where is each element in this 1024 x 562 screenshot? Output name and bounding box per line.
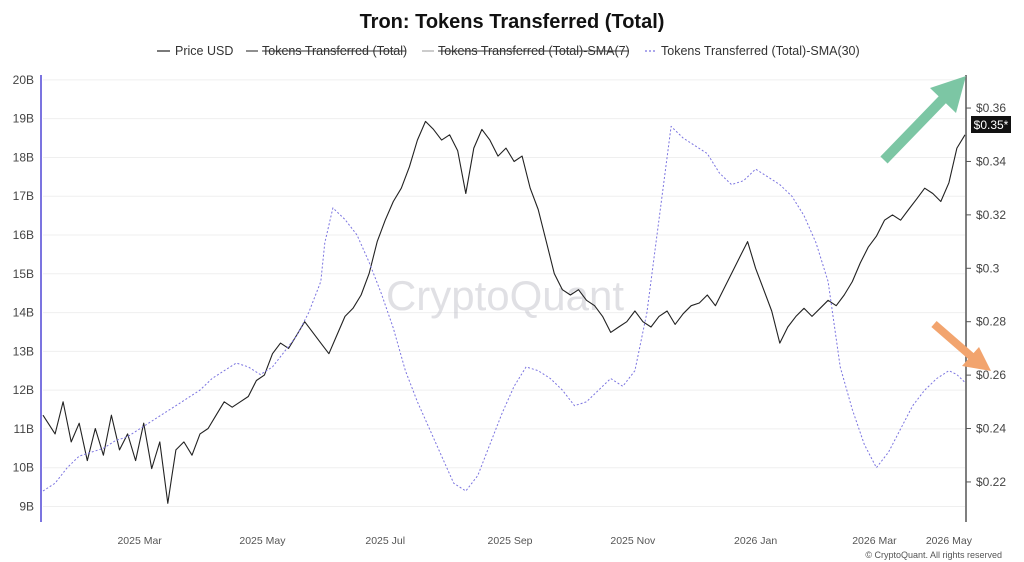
x-axis: 2025 Mar 2025 May 2025 Jul 2025 Sep 2025 Nov… <box>117 535 972 547</box>
left-tick-label: 11B <box>14 422 34 436</box>
left-tick-label: 17B <box>13 189 34 203</box>
price-badge: $0.35* <box>971 116 1011 133</box>
right-tick-label: $0.28 <box>976 315 1006 329</box>
legend-label-sma30: Tokens Transferred (Total)-SMA(30) <box>661 44 860 58</box>
legend-item-tokens-total[interactable]: Tokens Transferred (Total) <box>246 44 407 58</box>
x-tick-label: 2025 Jul <box>365 535 405 547</box>
left-axis: 9B 10B 11B 12B 13B 14B 15B 16B 17B 18B 19B 20B <box>13 73 34 514</box>
left-tick-label: 9B <box>19 499 34 513</box>
left-tick-label: 16B <box>13 228 34 242</box>
left-tick-label: 14B <box>13 306 34 320</box>
right-axis: $0.22 $0.24 $0.26 $0.28 $0.3 $0.32 $0.34 $0.36 <box>966 101 1006 489</box>
x-tick-label: 2026 Mar <box>852 535 897 547</box>
x-tick-label: 2026 May <box>926 535 973 547</box>
left-tick-label: 18B <box>13 150 34 164</box>
right-tick-label: $0.22 <box>976 475 1006 489</box>
right-tick-label: $0.26 <box>976 368 1006 382</box>
right-tick-label: $0.3 <box>976 261 1000 275</box>
x-tick-label: 2026 Jan <box>734 535 777 547</box>
grid <box>43 79 965 507</box>
right-tick-label: $0.34 <box>976 154 1006 168</box>
price-usd-line <box>42 120 966 504</box>
left-tick-label: 12B <box>13 383 34 397</box>
copyright: © CryptoQuant. All rights reserved <box>865 550 1002 560</box>
legend-label-price: Price USD <box>175 44 233 58</box>
left-tick-label: 13B <box>13 344 34 358</box>
left-tick-label: 10B <box>13 461 34 475</box>
right-tick-label: $0.32 <box>976 208 1006 222</box>
legend-item-sma30[interactable]: Tokens Transferred (Total)-SMA(30) <box>645 44 860 58</box>
left-tick-label: 15B <box>13 267 34 281</box>
left-tick-label: 20B <box>13 73 34 87</box>
up-trend-arrow <box>880 76 966 164</box>
watermark: CryptoQuant <box>386 272 624 319</box>
x-tick-label: 2025 May <box>239 535 286 547</box>
legend-item-price[interactable]: Price USD <box>157 44 233 58</box>
legend-item-sma7[interactable]: Tokens Transferred (Total)-SMA(7) <box>422 44 630 58</box>
price-badge-text: $0.35* <box>974 118 1009 132</box>
left-tick-label: 19B <box>13 112 34 126</box>
x-tick-label: 2025 Mar <box>117 535 162 547</box>
tokens-sma30-line <box>42 125 966 492</box>
legend: Price USD Tokens Transferred (Total) Tok… <box>157 44 860 58</box>
right-tick-label: $0.36 <box>976 101 1006 115</box>
x-tick-label: 2025 Nov <box>610 535 656 547</box>
down-trend-arrow <box>931 320 991 371</box>
x-tick-label: 2025 Sep <box>488 535 533 547</box>
chart-title: Tron: Tokens Transferred (Total) <box>360 11 665 33</box>
series-layer <box>42 120 966 504</box>
right-tick-label: $0.24 <box>976 422 1006 436</box>
